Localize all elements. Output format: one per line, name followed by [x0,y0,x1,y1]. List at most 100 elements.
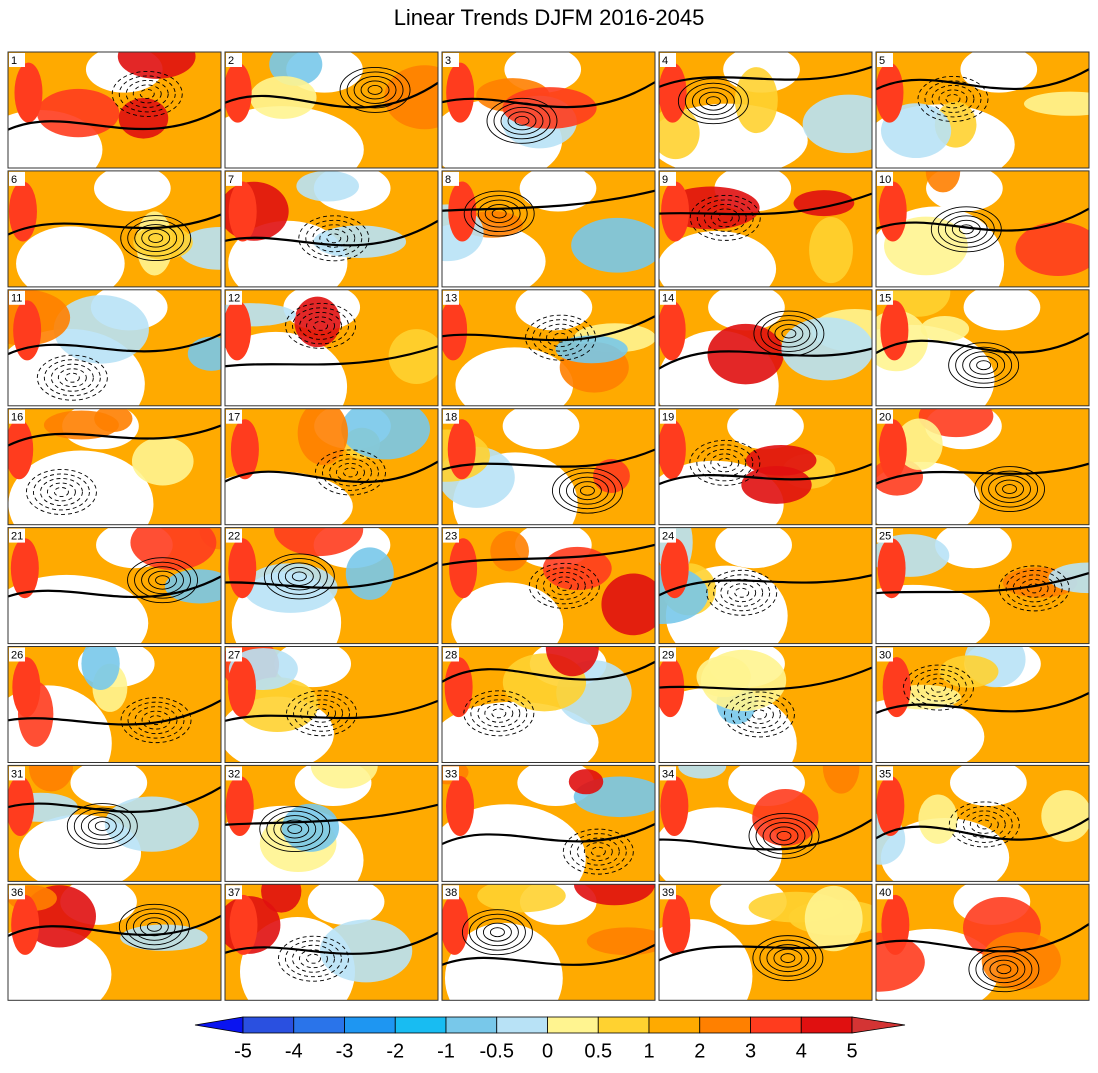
contour-line [696,199,754,237]
trend-patch [36,88,120,138]
panel-frame [7,764,222,882]
panel-label: 5 [879,55,885,67]
panel-label: 25 [879,531,891,543]
colorbar-swatch [750,1016,802,1034]
contour-line [677,78,749,125]
contour-line [326,233,342,244]
panel-frame [441,51,656,169]
panel-label: 29 [662,649,674,661]
figure-title: Linear Trends DJFM 2016-2045 [394,5,705,30]
panel-label-bg [660,885,676,900]
trend-patch [925,170,961,193]
colorbar-swatch [394,1016,447,1034]
panel-label-bg [443,409,459,424]
trend-patch [446,62,475,123]
panel-label: 20 [879,412,891,424]
trend-patch [555,335,628,364]
contour-line [148,715,164,726]
panel-frame [875,408,1090,526]
contour-line [120,215,192,262]
zero-contour [659,347,872,370]
colorbar-swatch [344,1016,396,1034]
contour-line [291,571,307,582]
panel-frame [441,764,656,882]
trend-patch [388,329,438,384]
contour-line [66,803,138,850]
colorbar-label: -2 [386,1040,404,1062]
trend-patch [586,927,655,956]
panel-label: 12 [228,293,240,305]
map-panel [442,527,655,644]
trend-patch [822,765,860,794]
panel-label: 14 [662,293,674,305]
panel-label: 21 [11,531,23,543]
contour-line [535,567,593,605]
contour-line [774,324,804,344]
trend-patch [1041,790,1089,842]
colorbar-label: -3 [336,1040,354,1062]
panel-label-bg [9,528,25,543]
zero-contour [659,192,872,216]
contour-line [367,85,383,95]
trend-patch [707,323,784,385]
contour-line [976,360,992,371]
trend-patch [542,546,612,591]
land-blank [502,408,580,450]
panel-frame [7,51,222,169]
land-blank [659,230,777,287]
map-panel [225,408,438,525]
panel-frame [658,170,873,288]
contour-line [277,562,321,591]
trend-patch [236,677,319,733]
panel-frame [7,527,222,645]
land-blank [225,106,364,168]
trend-patch [1015,222,1089,276]
map-panel [8,289,221,406]
land-blank [70,765,148,806]
contour-line [307,703,337,723]
contour-line [134,706,178,735]
map-panel [876,527,1089,644]
contour-line [924,80,982,118]
contour-line [298,215,370,262]
contour-line [139,88,155,99]
contour-line [781,328,797,339]
contour-line [924,678,953,698]
contour-line [132,84,162,104]
panel-label: 13 [445,293,457,305]
panel-label-bg [9,766,25,781]
zero-contour [659,818,872,851]
contour-line [291,944,335,973]
trend-patch [448,181,477,242]
trend-patch [802,94,872,154]
panel-label-bg [443,885,459,900]
trend-patch [660,776,689,836]
panel-label-bg [9,409,25,424]
map-panel [659,765,872,882]
contour-line [319,228,349,248]
colorbar-swatch [293,1016,345,1034]
land-blank [515,289,593,331]
trend-patch [920,315,970,342]
zero-contour [8,699,221,726]
zero-contour [8,333,221,356]
panel-label: 32 [228,768,240,780]
panel-label-bg [226,409,242,424]
panel-label: 7 [228,174,234,186]
map-panel [225,765,438,882]
panel-label-bg [9,290,25,305]
trend-patch [878,419,907,480]
contour-line [300,699,344,728]
panel-label-bg [877,885,893,900]
panel-frame [658,764,873,882]
zero-contour [8,424,221,447]
map-panel [659,52,872,168]
colorbar-label: 0 [542,1040,553,1062]
contour-line [938,89,968,109]
contour-line [981,470,1038,508]
contour-line [64,372,80,383]
panel-label: 28 [445,649,457,661]
land-blank [442,701,599,763]
panel-label-bg [660,528,676,543]
panel-label: 1 [11,55,17,67]
